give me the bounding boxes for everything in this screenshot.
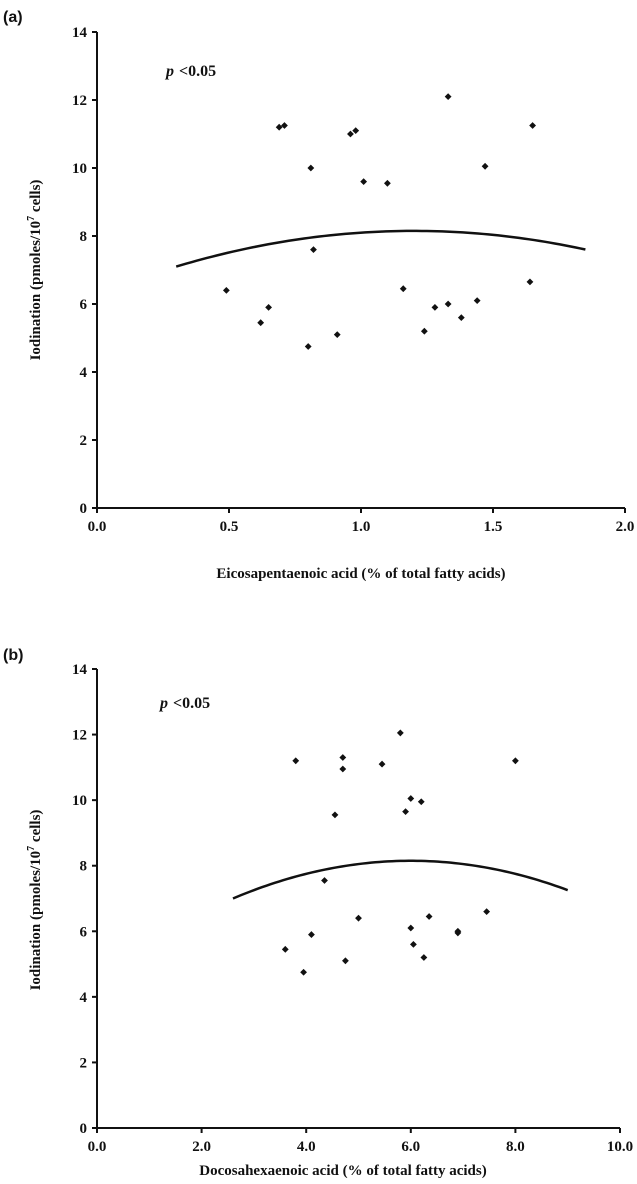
y-tick-label-b: 12 xyxy=(72,728,87,744)
scatter-chart-a: (a) p <0.05 Eicosapentaenoic acid (% of t… xyxy=(3,9,634,582)
data-point-a xyxy=(265,304,272,311)
data-point-a xyxy=(347,130,354,138)
x-tick-label-a: 1.5 xyxy=(484,519,503,535)
fit-curve-a xyxy=(175,229,586,268)
data-point-b xyxy=(407,795,415,802)
data-point-a xyxy=(360,178,368,185)
data-point-b xyxy=(425,913,433,920)
x-tick-label-b: 10.0 xyxy=(607,1139,633,1155)
data-point-b xyxy=(339,754,347,761)
data-point-a xyxy=(275,123,283,131)
data-point-a xyxy=(307,164,315,172)
x-tick-label-a: 0.5 xyxy=(220,519,239,535)
data-point-a xyxy=(304,343,312,350)
y-tick-label-a: 2 xyxy=(80,433,88,449)
y-tick-label-a: 4 xyxy=(80,365,88,381)
data-point-b xyxy=(417,798,425,806)
data-point-b xyxy=(342,957,349,965)
data-point-a xyxy=(473,297,481,304)
y-tick-label-b: 10 xyxy=(72,793,87,809)
data-point-b xyxy=(292,757,300,765)
data-point-b xyxy=(483,908,491,916)
data-point-a xyxy=(310,246,317,253)
data-point-b xyxy=(355,914,362,922)
plot-area-a: 0 2 4 6 8 10 12 14 0.0 0.5 1.0 1.5 2.0 xyxy=(72,25,634,535)
y-tick-label-b: 8 xyxy=(80,859,88,875)
y-tick-label-b: 2 xyxy=(80,1055,88,1071)
data-point-b xyxy=(378,760,386,768)
data-point-a xyxy=(526,278,534,286)
x-tick-label-b: 2.0 xyxy=(192,1139,211,1155)
data-point-a xyxy=(384,179,391,187)
y-tick-label-b: 4 xyxy=(80,990,88,1006)
panel-label-a: (a) xyxy=(3,9,23,26)
data-point-a xyxy=(420,327,428,335)
x-tick-label-a: 0.0 xyxy=(88,519,107,535)
chart-panel-b: (b) p <0.05 Docosahexaenoic acid (% of to… xyxy=(0,600,637,1184)
p-value-annotation-b: p <0.05 xyxy=(158,695,210,712)
data-point-b xyxy=(321,877,328,884)
x-tick-label-b: 8.0 xyxy=(506,1139,525,1155)
y-axis-label-b: Iodination (pmoles/107 cells) xyxy=(26,810,44,991)
x-tick-label-b: 0.0 xyxy=(88,1139,107,1155)
data-point-a xyxy=(529,122,536,129)
data-point-b xyxy=(339,765,347,773)
data-point-a xyxy=(257,319,265,327)
data-point-a xyxy=(222,287,230,294)
fit-curve-b xyxy=(232,859,569,900)
data-point-b xyxy=(407,924,415,932)
data-point-a xyxy=(444,93,452,100)
y-tick-label-a: 8 xyxy=(80,229,88,245)
x-axis-label-b: Docosahexaenoic acid (% of total fatty a… xyxy=(199,1163,486,1179)
data-point-b xyxy=(410,941,417,948)
plot-area-b: 0 2 4 6 8 10 12 14 0.0 2.0 4.0 6.0 8.0 10.0 xyxy=(72,662,633,1155)
x-tick-label-a: 2.0 xyxy=(616,519,635,535)
data-point-a xyxy=(431,304,439,311)
data-point-b xyxy=(396,729,404,737)
data-point-a xyxy=(399,285,407,293)
data-point-b xyxy=(512,757,519,765)
x-tick-label-b: 6.0 xyxy=(401,1139,420,1155)
data-point-a xyxy=(457,314,465,321)
y-tick-label-b: 0 xyxy=(80,1121,88,1137)
y-tick-label-a: 14 xyxy=(72,25,88,41)
y-tick-label-a: 0 xyxy=(80,501,88,517)
data-point-b xyxy=(420,954,428,961)
data-point-a xyxy=(352,127,360,134)
y-tick-label-a: 10 xyxy=(72,161,87,177)
data-point-b xyxy=(331,811,339,819)
x-tick-label-b: 4.0 xyxy=(297,1139,316,1155)
data-point-b xyxy=(281,945,289,953)
data-point-b xyxy=(308,931,315,938)
panel-label-b: (b) xyxy=(3,647,23,664)
data-point-a xyxy=(333,331,341,338)
chart-panel-a: (a) p <0.05 Eicosapentaenoic acid (% of t… xyxy=(3,9,634,582)
y-tick-label-b: 6 xyxy=(80,924,88,940)
data-point-a xyxy=(444,300,452,308)
data-point-a xyxy=(481,162,489,170)
data-point-b xyxy=(300,968,307,976)
x-tick-label-a: 1.0 xyxy=(352,519,371,535)
y-tick-label-b: 14 xyxy=(72,662,88,678)
data-point-a xyxy=(281,122,288,129)
data-point-b xyxy=(402,808,409,816)
scatter-chart-b: (b) p <0.05 Docosahexaenoic acid (% of to… xyxy=(3,647,633,1179)
p-value-annotation-a: p <0.05 xyxy=(164,63,216,80)
y-tick-label-a: 6 xyxy=(80,297,88,313)
y-axis-label-a: Iodination (pmoles/107 cells) xyxy=(26,180,44,361)
x-axis-label-a: Eicosapentaenoic acid (% of total fatty … xyxy=(216,566,505,582)
y-tick-label-a: 12 xyxy=(72,93,87,109)
